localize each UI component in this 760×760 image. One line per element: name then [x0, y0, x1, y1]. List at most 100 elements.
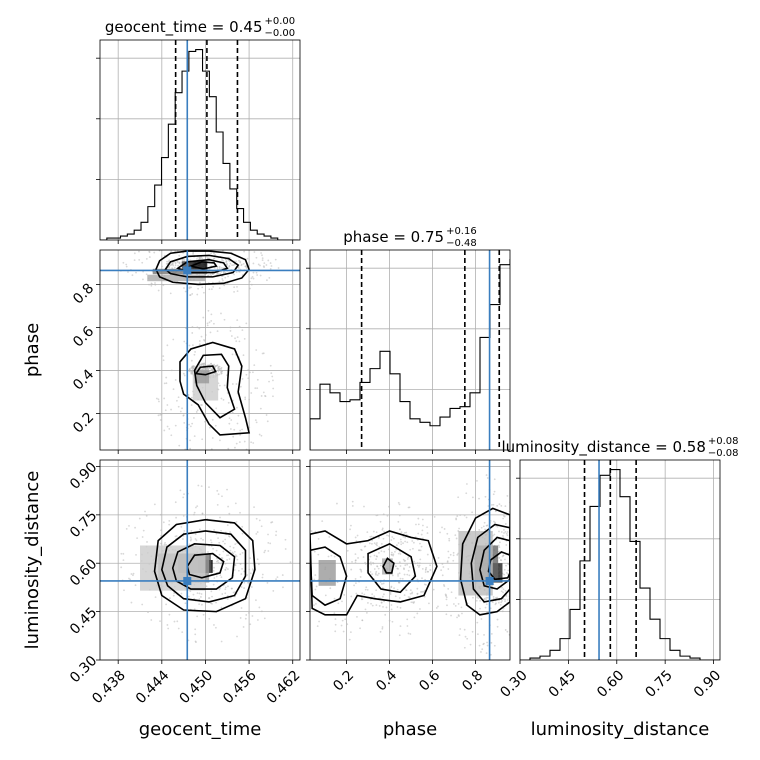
- sample-point: [250, 277, 253, 280]
- sample-point: [176, 620, 179, 623]
- sample-point: [371, 593, 374, 596]
- sample-point: [172, 388, 175, 391]
- sample-point: [420, 545, 423, 548]
- sample-point: [478, 497, 480, 500]
- sample-point: [441, 526, 443, 529]
- sample-point: [208, 288, 211, 291]
- sample-point: [351, 561, 353, 563]
- sample-point: [195, 411, 198, 413]
- sample-point: [220, 312, 222, 315]
- panel-title-lower-error: −0.08: [708, 448, 739, 459]
- sample-point: [418, 566, 420, 568]
- sample-point: [252, 271, 255, 274]
- sample-point: [380, 601, 383, 604]
- sample-point: [375, 604, 378, 607]
- sample-point: [404, 564, 407, 567]
- sample-point: [219, 516, 221, 519]
- sample-point: [437, 557, 440, 559]
- sample-point: [333, 555, 336, 558]
- sample-point: [388, 619, 391, 622]
- sample-point: [190, 396, 193, 399]
- sample-point: [171, 262, 174, 265]
- sample-point: [406, 625, 409, 627]
- sample-point: [423, 595, 426, 598]
- sample-point: [239, 261, 242, 264]
- sample-point: [498, 503, 501, 506]
- sample-point: [403, 573, 406, 576]
- sample-point: [266, 420, 269, 423]
- sample-point: [236, 406, 238, 409]
- density-cell: [382, 558, 393, 575]
- y-tick-label: 0.75: [67, 508, 100, 541]
- sample-point: [269, 364, 272, 367]
- sample-point: [184, 602, 187, 605]
- sample-point: [306, 597, 308, 599]
- sample-point: [503, 573, 505, 576]
- sample-point: [229, 545, 232, 548]
- sample-point: [210, 362, 212, 365]
- sample-point: [372, 562, 375, 565]
- sample-point: [125, 527, 128, 530]
- x-tick-label: 0.90: [691, 667, 724, 700]
- sample-point: [349, 528, 351, 531]
- sample-point: [337, 602, 340, 605]
- sample-point: [192, 251, 195, 254]
- sample-point: [314, 574, 317, 576]
- sample-point: [170, 408, 172, 411]
- sample-point: [426, 553, 429, 556]
- sample-point: [457, 614, 460, 616]
- sample-point: [380, 550, 383, 553]
- sample-point: [246, 257, 249, 260]
- sample-point: [248, 426, 251, 429]
- sample-point: [420, 591, 422, 593]
- sample-point: [213, 566, 215, 569]
- sample-point: [163, 543, 166, 546]
- sample-point: [505, 572, 508, 574]
- sample-point: [122, 559, 125, 562]
- sample-point: [496, 525, 499, 528]
- sample-point: [210, 541, 213, 544]
- sample-point: [220, 640, 223, 643]
- sample-point: [183, 421, 186, 424]
- sample-point: [421, 567, 424, 570]
- sample-point: [381, 627, 384, 630]
- sample-point: [484, 495, 487, 498]
- sample-point: [501, 610, 504, 613]
- sample-point: [248, 568, 251, 571]
- sample-point: [188, 286, 191, 289]
- sample-point: [231, 353, 234, 356]
- sample-point: [409, 589, 412, 592]
- sample-point: [411, 540, 414, 542]
- sample-point: [261, 254, 263, 257]
- sample-point: [190, 366, 193, 369]
- x-axis-label-luminosity_distance: luminosity_distance: [531, 719, 710, 740]
- sample-point: [236, 285, 238, 288]
- sample-point: [208, 321, 211, 324]
- sample-point: [206, 257, 209, 260]
- sample-point: [390, 585, 393, 588]
- sample-point: [240, 246, 242, 248]
- sample-point: [228, 535, 230, 538]
- sample-point: [485, 598, 487, 601]
- sample-point: [381, 527, 384, 530]
- sample-point: [255, 271, 258, 274]
- sample-point: [517, 577, 519, 579]
- sample-point: [220, 529, 222, 532]
- sample-point: [264, 394, 266, 397]
- sample-point: [515, 549, 517, 551]
- sample-point: [516, 583, 518, 585]
- sample-point: [492, 596, 495, 598]
- sample-point: [255, 349, 258, 351]
- sample-point: [190, 404, 193, 406]
- sample-point: [225, 452, 227, 454]
- sample-point: [212, 285, 215, 288]
- sample-point: [162, 521, 165, 524]
- sample-point: [511, 532, 513, 534]
- panel-title-lower-error: −0.48: [446, 238, 477, 249]
- sample-point: [365, 586, 368, 589]
- sample-point: [144, 510, 146, 513]
- sample-point: [397, 573, 399, 576]
- sample-point: [449, 553, 452, 556]
- sample-point: [197, 484, 200, 487]
